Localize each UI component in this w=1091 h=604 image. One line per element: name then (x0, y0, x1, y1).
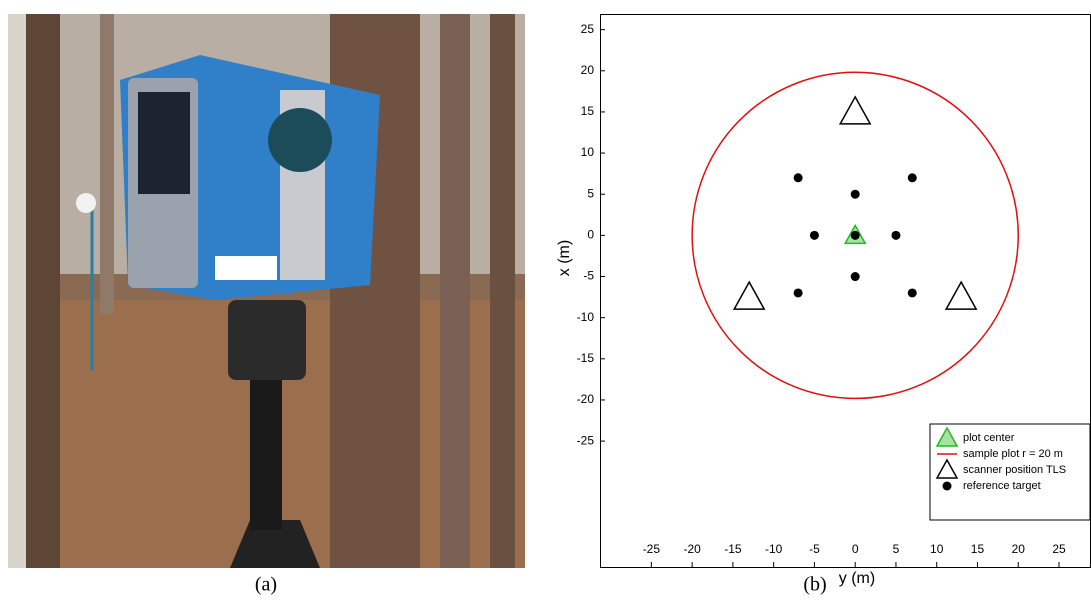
y-tick-label: -15 (577, 351, 595, 365)
x-tick-label: 5 (893, 542, 900, 556)
x-tick-label: -25 (643, 542, 661, 556)
dot-marker (793, 288, 803, 298)
dot-marker (942, 481, 952, 491)
x-tick-label: -15 (724, 542, 742, 556)
x-tick-label: -5 (809, 542, 820, 556)
caption: (b) (803, 574, 826, 596)
triangle-marker (732, 280, 766, 310)
dot-marker (793, 173, 803, 183)
x-tick-label: 0 (852, 542, 859, 556)
dot-marker (850, 272, 860, 282)
legend-label: reference target (963, 480, 1041, 492)
legend-label: scanner position TLS (963, 464, 1066, 476)
x-axis-label: y (m) (839, 570, 875, 587)
triangle-marker (838, 95, 872, 125)
sample-plot-circle (691, 71, 1020, 400)
x-tick-label: -20 (683, 542, 701, 556)
dot-marker (891, 230, 901, 240)
legend-label: sample plot r = 20 m (963, 448, 1063, 460)
caption: (a) (255, 574, 277, 596)
dot-marker (850, 230, 860, 240)
y-tick-label: -20 (577, 392, 595, 406)
y-tick-label: 5 (587, 186, 594, 200)
y-tick-label: -25 (577, 433, 595, 447)
y-tick-label: 25 (581, 22, 595, 36)
triangle-marker (944, 280, 978, 310)
legend-label: plot center (963, 432, 1015, 444)
y-tick-label: -5 (583, 269, 594, 283)
x-tick-label: 10 (930, 542, 944, 556)
y-tick-label: 15 (581, 104, 595, 118)
x-tick-label: 20 (1012, 542, 1026, 556)
x-tick-label: 25 (1052, 542, 1066, 556)
x-tick-label: -10 (765, 542, 783, 556)
dot-marker (850, 189, 860, 199)
legend-box (929, 423, 1091, 521)
dot-marker (907, 288, 917, 298)
triangle-marker (935, 426, 959, 447)
y-tick-label: 20 (581, 63, 595, 77)
x-tick-label: 15 (971, 542, 985, 556)
y-tick-label: 10 (581, 145, 595, 159)
photo (8, 14, 525, 568)
y-axis-label: x (m) (556, 240, 573, 276)
y-tick-label: -10 (577, 310, 595, 324)
y-tick-label: 0 (587, 228, 594, 242)
dot-marker (907, 173, 917, 183)
triangle-marker (935, 458, 959, 479)
dot-marker (809, 230, 819, 240)
